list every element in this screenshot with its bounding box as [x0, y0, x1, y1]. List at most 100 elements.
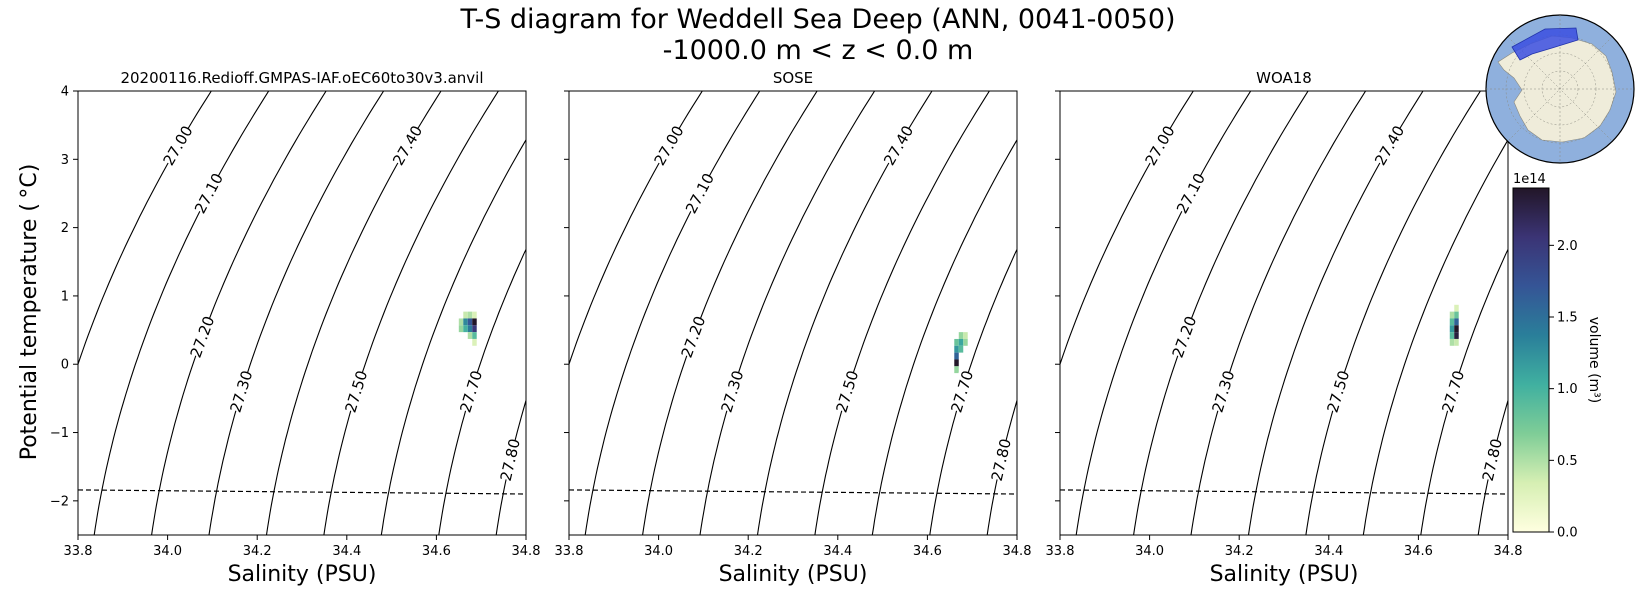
colorbar: 1e14 volume (m³) 0.0 0.5 1.0 1.5 2.0: [1512, 172, 1602, 541]
plot-frame: [77, 90, 527, 536]
isopycnal-line: [1305, 91, 1481, 535]
isopycnal-label: 27.10: [1173, 170, 1209, 216]
volume-cell: [954, 352, 959, 360]
isopycnal-label: 27.30: [227, 368, 257, 414]
figure-subtitle: -1000.0 m < z < 0.0 m: [663, 35, 974, 66]
isopycnal-label: 27.80: [497, 437, 524, 483]
x-tick-label: 33.8: [555, 544, 584, 559]
x-tick-label: 34.8: [512, 544, 541, 559]
isopycnal-line: [569, 91, 703, 366]
x-axis-label: Salinity (PSU): [228, 562, 377, 587]
isopycnal-label: 27.70: [1438, 368, 1468, 414]
volume-cell: [1454, 332, 1459, 339]
isopycnal-label: 27.70: [947, 368, 977, 414]
volume-cell: [1449, 325, 1455, 333]
isopycnal-line: [1593, 91, 1650, 535]
isopycnal-label: 27.50: [1323, 368, 1353, 414]
y-tick-label: 2: [61, 221, 69, 236]
x-tick-label: 33.8: [1046, 544, 1075, 559]
volume-cell: [1449, 332, 1455, 339]
isopycnal-line: [438, 248, 526, 535]
isopycnal-label: 27.10: [682, 170, 718, 216]
isopycnal-line: [1420, 248, 1508, 535]
volume-cell: [458, 325, 464, 333]
isopycnal-line: [814, 91, 990, 535]
x-tick-label: 34.2: [734, 544, 763, 559]
isopycnal-line: [1247, 91, 1424, 535]
isopycnal-label: 27.30: [1209, 368, 1239, 414]
isopycnal-line: [1133, 91, 1309, 535]
volume-cell: [958, 345, 964, 353]
volume-cell: [1449, 311, 1455, 319]
y-tick-label: 1: [61, 289, 69, 304]
isopycnal-label: 27.40: [1371, 123, 1408, 169]
inset-graticule: [1486, 15, 1634, 163]
isopycnal-label: 27.10: [191, 170, 227, 216]
panel-title: WOA18: [1256, 69, 1312, 87]
isopycnal-line: [699, 91, 876, 535]
colorbar-tick-label: 0.5: [1557, 454, 1578, 469]
isopycnal-label: 27.20: [678, 314, 710, 361]
isopycnal-line: [584, 91, 761, 535]
colorbar-tick-label: 1.0: [1557, 382, 1578, 397]
x-tick-label: 34.8: [1494, 544, 1523, 559]
isopycnal-label: 27.50: [341, 368, 371, 414]
y-tick-label: −2: [50, 494, 69, 509]
x-tick-label: 34.0: [153, 544, 182, 559]
isopycnal-label: 27.00: [1141, 123, 1178, 169]
isopycnal-label: 27.80: [1479, 437, 1506, 483]
isopycnal-line: [208, 91, 385, 535]
volume-cell: [463, 318, 468, 326]
colorbar-tick-label: 1.5: [1557, 311, 1578, 326]
volume-cell: [472, 338, 477, 346]
isopycnal-label: 27.00: [159, 123, 196, 169]
x-tick-label: 34.4: [823, 544, 852, 559]
volume-cell: [472, 311, 477, 319]
x-axis-label: Salinity (PSU): [1210, 562, 1359, 587]
isopycnal-line: [1190, 91, 1367, 535]
volume-cell: [467, 311, 473, 319]
volume-cell: [463, 325, 468, 333]
volume-cell: [1449, 318, 1455, 326]
isopycnal-label: 27.70: [456, 368, 486, 414]
x-tick-label: 34.2: [1225, 544, 1254, 559]
freezing-line: [1059, 489, 1509, 495]
region-inset-map: [1485, 14, 1635, 164]
isopycnal-line: [265, 91, 442, 535]
x-tick-label: 34.6: [422, 544, 451, 559]
isopycnal-line: [93, 91, 270, 535]
x-tick-label: 34.4: [332, 544, 361, 559]
volume-cell: [954, 366, 959, 374]
x-axis-label: Salinity (PSU): [719, 562, 868, 587]
inset-weddell-region: [1511, 27, 1579, 61]
volume-cell: [458, 318, 464, 326]
volume-cell: [467, 318, 473, 326]
y-axis-label: Potential temperature ( °C): [17, 164, 42, 461]
isopycnal-line: [1362, 138, 1508, 535]
isopycnal-label: 27.40: [880, 123, 917, 169]
isopycnal-line: [929, 248, 1017, 535]
isopycnal-label: 27.00: [650, 123, 687, 169]
x-tick-label: 34.8: [1003, 544, 1032, 559]
x-tick-label: 34.2: [243, 544, 272, 559]
plot-frame: [1059, 90, 1509, 536]
isopycnal-line: [78, 91, 212, 366]
figure-title: T-S diagram for Weddell Sea Deep (ANN, 0…: [459, 4, 1175, 35]
colorbar-label: volume (m³): [1586, 317, 1602, 404]
isopycnal-label: 27.20: [1169, 314, 1201, 361]
volume-cell: [463, 311, 468, 319]
volume-cell: [954, 359, 959, 367]
volume-cell: [1454, 304, 1459, 312]
x-tick-label: 34.0: [644, 544, 673, 559]
volume-cell: [963, 332, 968, 339]
x-tick-label: 33.8: [64, 544, 93, 559]
isopycnal-label: 27.20: [187, 314, 219, 361]
colorbar-tick-label: 2.0: [1557, 239, 1578, 254]
volume-cell: [1454, 311, 1459, 319]
panel-title: 20200116.Redioff.GMPAS-IAF.oEC60to30v3.a…: [120, 69, 483, 87]
isopycnal-line: [871, 138, 1017, 535]
isopycnal-label: 27.40: [389, 123, 426, 169]
y-tick-label: 3: [61, 153, 69, 168]
isopycnal-line: [756, 91, 933, 535]
